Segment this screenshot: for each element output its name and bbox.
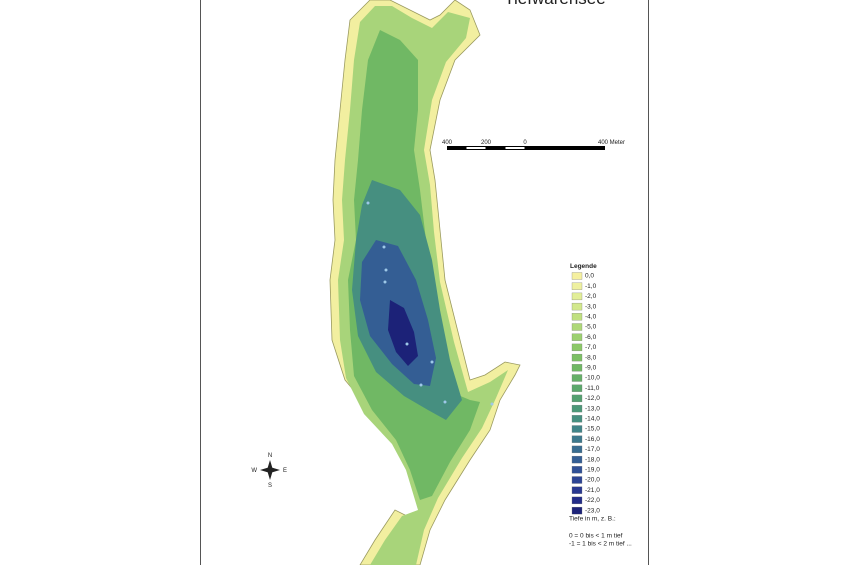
point: [419, 383, 423, 387]
legend-label: -23,0: [585, 507, 600, 514]
legend-note: 0 = 0 bis < 1 m tief: [569, 533, 623, 540]
scale-label: 400: [442, 140, 453, 146]
legend-label: -19,0: [585, 467, 600, 474]
legend-swatch: [571, 302, 583, 311]
legend-swatch: [571, 292, 583, 301]
scale-label: 200: [481, 140, 492, 146]
legend-swatch: [571, 466, 583, 474]
legend-swatch: [571, 282, 583, 290]
point: [490, 402, 494, 406]
point: [384, 268, 388, 272]
legend-swatch: [571, 486, 583, 494]
legend-swatch: [571, 506, 583, 515]
legend-swatch: [571, 394, 583, 403]
compass-s: S: [268, 483, 272, 489]
legend-label: -22,0: [585, 497, 600, 504]
legend-swatch: [571, 343, 583, 352]
legend-label: -1,0: [585, 283, 597, 290]
compass-n: N: [268, 453, 272, 459]
legend-swatch: [571, 415, 583, 423]
legend-swatch: [571, 445, 583, 454]
legend-label: -11,0: [585, 385, 600, 392]
legend-label: -14,0: [585, 416, 600, 423]
scale-bar-gap: [466, 147, 486, 149]
legend-label: -13,0: [585, 405, 600, 412]
legend-label: -17,0: [585, 446, 600, 453]
legend-swatch: [571, 313, 583, 321]
legend-label: -3,0: [585, 303, 597, 310]
point: [405, 342, 409, 346]
sounding-points: [366, 201, 494, 406]
legend-swatch: [571, 455, 583, 464]
legend-label: -7,0: [585, 344, 597, 351]
scale-bar: 400 200 0 400 Meter: [442, 140, 625, 150]
scale-label: 400 Meter: [598, 140, 625, 146]
compass-rose: [260, 460, 280, 480]
point: [443, 400, 447, 404]
point: [382, 245, 386, 249]
legend-label: -20,0: [585, 477, 600, 484]
legend-swatch: [571, 272, 583, 280]
legend-label: -10,0: [585, 375, 600, 382]
legend-label: -21,0: [585, 487, 600, 494]
legend-swatch: [571, 425, 583, 433]
legend-label: -2,0: [585, 293, 597, 300]
legend-swatch: [571, 384, 583, 392]
map-title: Tiefwarensee: [504, 0, 605, 8]
legend-swatch: [571, 435, 583, 443]
legend-label: -12,0: [585, 395, 600, 402]
legend: Legende 0,0 -1,0 -2,0 -3,0 -4,0 -5,0 -6,0 -7,0 -…: [569, 263, 632, 548]
legend-label: 0,0: [585, 273, 594, 280]
scale-label: 0: [523, 140, 527, 146]
compass-w: W: [251, 468, 257, 474]
legend-label: -16,0: [585, 436, 600, 443]
legend-label: -6,0: [585, 334, 597, 341]
legend-note: Tiefe in m, z. B.:: [569, 516, 616, 523]
legend-label: -9,0: [585, 365, 597, 372]
scale-bar-body: [447, 146, 605, 150]
depth-zone-deepest: [388, 300, 418, 366]
legend-swatch: [571, 333, 583, 341]
legend-swatch: [571, 404, 583, 413]
legend-swatch: [571, 496, 583, 505]
legend-label: -4,0: [585, 314, 597, 321]
lake: [329, 0, 521, 565]
point: [366, 201, 370, 205]
legend-swatch: [571, 364, 583, 372]
legend-swatch: [571, 476, 583, 484]
legend-title: Legende: [570, 263, 597, 270]
legend-label: -15,0: [585, 426, 600, 433]
compass-e: E: [283, 468, 287, 474]
point: [430, 360, 434, 364]
legend-label: -5,0: [585, 324, 597, 331]
legend-label: -8,0: [585, 354, 597, 361]
point: [383, 280, 387, 284]
legend-swatch: [571, 374, 583, 382]
legend-swatch: [571, 323, 583, 331]
legend-label: -18,0: [585, 456, 600, 463]
compass: N S W E: [251, 453, 287, 489]
scale-bar-gap: [505, 147, 525, 149]
legend-swatch: [571, 353, 583, 362]
legend-note: -1 = 1 bis < 2 m tief ...: [569, 541, 632, 548]
